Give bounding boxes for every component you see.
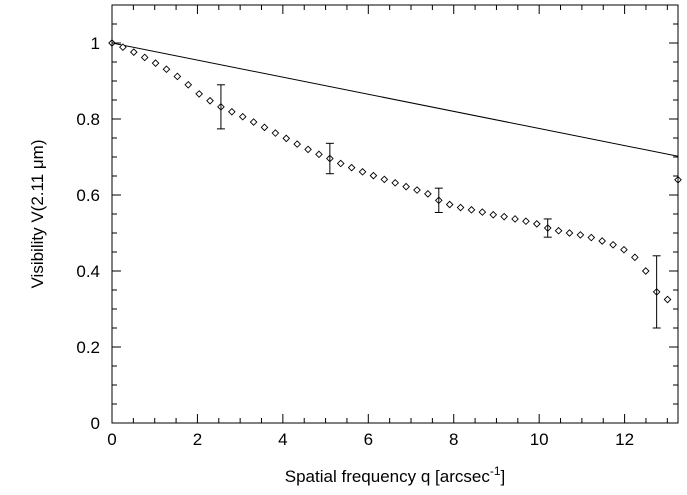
data-point — [140, 53, 149, 62]
x-tick-label: 2 — [193, 430, 202, 449]
data-point — [532, 220, 541, 228]
data-point — [631, 253, 639, 262]
data-point — [184, 80, 193, 89]
data-point — [358, 167, 367, 176]
y-tick-label: 0.4 — [76, 262, 100, 281]
y-tick-label: 1 — [91, 34, 100, 53]
x-tick-label: 0 — [107, 430, 116, 449]
data-point — [445, 200, 454, 209]
y-tick-label: 0.6 — [76, 186, 100, 205]
data-point — [522, 217, 530, 226]
data-point — [173, 72, 182, 81]
x-tick-label: 12 — [615, 430, 634, 449]
data-point — [206, 96, 214, 105]
data-point — [565, 229, 574, 237]
x-tick-label: 10 — [530, 430, 549, 449]
data-point — [402, 182, 410, 191]
data-point — [369, 171, 378, 180]
data-point — [249, 118, 258, 126]
x-axis-label-superscript: -1 — [490, 464, 501, 478]
data-point — [641, 267, 650, 275]
data-point — [500, 212, 508, 221]
data-point — [511, 215, 519, 223]
data-point — [315, 150, 323, 159]
data-point — [271, 129, 280, 137]
plot-frame — [111, 4, 679, 424]
data-point — [554, 226, 563, 235]
data-point — [260, 123, 269, 132]
plot-layer — [108, 39, 682, 329]
data-point — [347, 163, 356, 172]
data-point — [456, 203, 465, 212]
data-point — [380, 175, 389, 184]
data-point — [129, 48, 138, 56]
y-tick-label: 0 — [91, 414, 100, 433]
data-point — [119, 43, 127, 52]
data-point — [227, 107, 236, 116]
data-point — [620, 245, 628, 254]
data-point — [293, 140, 302, 148]
x-tick-label: 8 — [449, 430, 458, 449]
y-tick-label: 0.8 — [76, 110, 100, 129]
data-point — [587, 233, 596, 242]
data-point — [304, 145, 312, 154]
data-point — [663, 295, 672, 304]
model-curve — [111, 42, 679, 157]
data-point — [238, 112, 247, 121]
x-tick-label: 6 — [364, 430, 373, 449]
y-axis-label: Visibility V(2.11 μm) — [28, 140, 47, 289]
data-point — [195, 90, 203, 98]
data-point — [598, 237, 607, 245]
data-point — [162, 65, 171, 74]
data-point — [424, 190, 432, 198]
x-axis-label-end: ] — [501, 467, 506, 486]
data-point — [609, 240, 617, 249]
axis-ticks: 0 2 4 6 8 10 12 0 0.2 0.4 0.6 0.8 1 — [76, 5, 678, 449]
data-point — [282, 134, 291, 143]
data-point — [391, 179, 400, 187]
data-point — [467, 205, 476, 214]
y-tick-label: 0.2 — [76, 338, 100, 357]
data-point — [151, 59, 160, 67]
data-point — [489, 210, 498, 219]
data-point — [478, 208, 487, 216]
x-axis-label: Spatial frequency q [arcsec-1] — [285, 464, 505, 486]
x-axis-label-main: Spatial frequency q [arcsec — [285, 467, 491, 486]
data-point — [576, 231, 585, 239]
data-point — [336, 159, 345, 168]
data-point — [413, 186, 421, 194]
x-tick-label: 4 — [278, 430, 287, 449]
